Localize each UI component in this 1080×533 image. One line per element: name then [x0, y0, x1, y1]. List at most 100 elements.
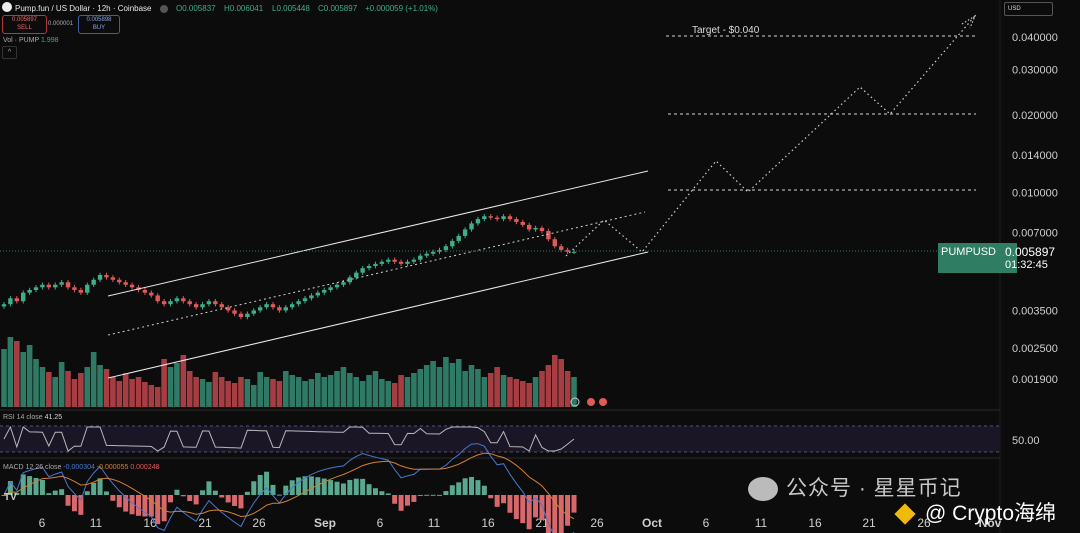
- candle-body: [469, 223, 474, 230]
- macd-hist-bar: [398, 495, 404, 511]
- time-tick-label: 16: [808, 516, 822, 530]
- volume-bar: [481, 377, 488, 407]
- event-flag-icon[interactable]: [587, 398, 595, 406]
- volume-bar: [398, 375, 404, 407]
- candle-body: [283, 307, 288, 311]
- eye-icon[interactable]: [160, 5, 168, 13]
- macd-hist-bar: [334, 481, 340, 495]
- candle-body: [53, 284, 58, 288]
- macd-hist-bar: [135, 495, 141, 516]
- candle-body: [174, 298, 180, 302]
- volume-bar: [122, 373, 129, 407]
- candle-body: [161, 301, 167, 305]
- candle-body: [379, 261, 385, 264]
- projection-path[interactable]: [565, 15, 976, 257]
- volume-bar: [347, 373, 353, 407]
- spread-value: 0.000001: [48, 21, 74, 27]
- time-tick-label: 16: [481, 516, 495, 530]
- macd-hist-bar: [456, 482, 462, 495]
- candle-body: [117, 279, 122, 283]
- macd-hist-bar: [270, 484, 276, 495]
- candle-body: [85, 284, 90, 293]
- candle-body: [245, 313, 250, 318]
- macd-hist-bar: [308, 476, 314, 495]
- time-tick-label: 26: [917, 516, 931, 530]
- candle-body: [546, 231, 551, 240]
- volume-bar: [244, 379, 251, 407]
- volume-label: Vol · PUMP: [3, 37, 40, 44]
- collapse-legend-button[interactable]: ^: [2, 46, 17, 59]
- candle-body: [238, 313, 244, 318]
- candle-body: [539, 227, 545, 232]
- price-tick-label: 0.040000: [1012, 32, 1058, 44]
- candle-body: [456, 235, 461, 241]
- macd-hist-bar: [59, 489, 65, 495]
- wechat-icon: [748, 477, 778, 502]
- candle-body: [398, 261, 404, 264]
- candle-body: [552, 239, 557, 247]
- channel-lower-line[interactable]: [107, 251, 649, 379]
- ohlc-open: O0.005837: [176, 4, 216, 13]
- volume-bar: [558, 359, 564, 407]
- macd-hist-bar: [296, 477, 302, 495]
- candle-body: [360, 268, 365, 273]
- macd-hist-bar: [321, 478, 327, 495]
- volume-bar: [135, 377, 142, 407]
- replay-icon[interactable]: [570, 397, 580, 407]
- volume-bar: [52, 377, 59, 407]
- volume-bar: [180, 355, 187, 407]
- volume-bar: [186, 371, 193, 407]
- target-label: Target - $0.040: [692, 25, 760, 36]
- price-axis[interactable]: 0.040000 0.030000 0.020000 0.014000 0.010000…: [1012, 32, 1058, 386]
- macd-hist-bar: [558, 495, 564, 533]
- volume-bar: [289, 375, 296, 407]
- candles: [1, 214, 577, 320]
- channel-upper-line[interactable]: [107, 170, 649, 297]
- volume-bar: [129, 379, 135, 407]
- volume-bar: [302, 381, 308, 407]
- volume-bar: [391, 383, 398, 407]
- volume-bar: [411, 373, 417, 407]
- macd-hist-bar: [1, 495, 7, 496]
- macd-hist-bar: [353, 478, 359, 495]
- channel-mid-line[interactable]: [107, 211, 646, 336]
- candle-body: [110, 277, 116, 280]
- volume-bar: [7, 337, 14, 407]
- macd-hist-bar: [501, 495, 507, 504]
- volume-bar: [462, 371, 468, 407]
- macd-histogram: [1, 471, 577, 533]
- candle-body: [187, 301, 192, 305]
- price-tick-label: 0.007000: [1012, 228, 1058, 240]
- symbol-icon: [2, 2, 12, 12]
- candle-body: [494, 217, 500, 220]
- candle-body: [97, 274, 103, 280]
- symbol-title[interactable]: Pump.fun / US Dollar · 12h · Coinbase: [15, 4, 152, 13]
- volume-bar: [161, 359, 167, 407]
- volume-bar: [167, 367, 174, 407]
- candle-body: [392, 259, 397, 262]
- price-tick-label: 0.002500: [1012, 343, 1058, 355]
- volume-bar: [308, 379, 315, 407]
- macd-hist-bar: [385, 493, 391, 495]
- candle-body: [142, 289, 148, 293]
- macd-hist-bar: [103, 491, 109, 495]
- volume-bar: [231, 383, 238, 407]
- buy-label: BUY: [92, 25, 106, 31]
- rsi-label: RSI 14 close 41.25: [3, 414, 62, 421]
- volume-bar: [71, 379, 78, 407]
- time-tick-label: 21: [198, 516, 212, 530]
- macd-hist-bar: [462, 478, 468, 495]
- time-tick-label: 26: [590, 516, 604, 530]
- macd-hist-bar: [20, 474, 26, 495]
- currency-select[interactable]: USD: [1004, 2, 1053, 16]
- macd-hist-bar: [52, 490, 58, 495]
- sell-button[interactable]: 0.005897 SELL: [2, 15, 47, 34]
- buy-button[interactable]: 0.005898 BUY: [78, 15, 120, 34]
- candle-body: [322, 289, 327, 293]
- volume-bar: [315, 373, 321, 407]
- time-axis[interactable]: 6 11 16 21 26 Sep 6 11 16 21 26 Oct 6 11 16 21 26 Nov: [39, 516, 1002, 530]
- event-flag-icon[interactable]: [599, 398, 607, 406]
- volume-bar: [116, 381, 123, 407]
- macd-hist-bar: [411, 495, 417, 502]
